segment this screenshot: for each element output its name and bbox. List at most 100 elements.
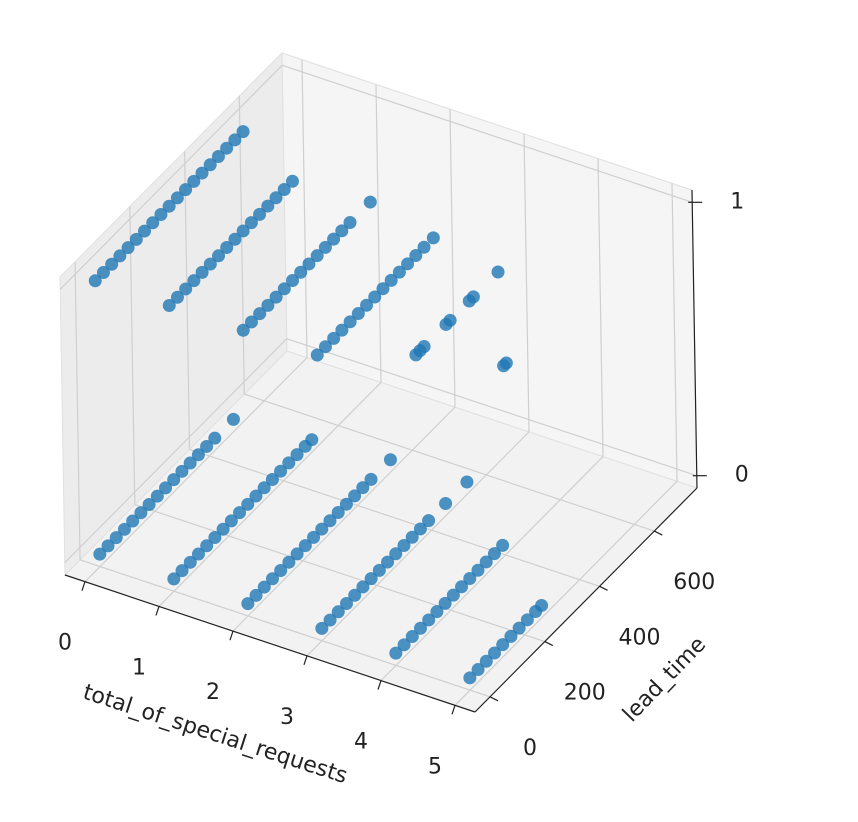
point	[208, 431, 222, 445]
point	[491, 265, 505, 279]
point	[413, 522, 427, 536]
point	[339, 497, 353, 511]
point	[129, 232, 143, 246]
point	[389, 646, 403, 660]
y-tick-label: 200	[564, 681, 606, 706]
point	[392, 265, 406, 279]
point	[117, 522, 131, 536]
point	[244, 216, 258, 230]
point	[274, 563, 288, 577]
grid-line	[84, 357, 308, 583]
grid	[59, 59, 697, 706]
point	[397, 539, 411, 553]
point	[356, 481, 370, 495]
point	[397, 638, 411, 652]
point	[348, 588, 362, 602]
point	[372, 563, 386, 577]
point	[93, 547, 107, 561]
point	[422, 613, 436, 627]
grid-line	[282, 64, 693, 203]
point	[413, 621, 427, 635]
point	[417, 240, 431, 254]
point	[200, 539, 214, 553]
point	[220, 141, 234, 155]
point	[315, 621, 329, 635]
grid-line	[671, 183, 678, 482]
point	[167, 572, 181, 586]
axis-line	[474, 487, 698, 713]
point	[307, 530, 321, 544]
point	[126, 514, 140, 528]
grid-line	[232, 406, 456, 632]
y-tick	[489, 696, 499, 702]
point	[335, 323, 349, 337]
x-tick	[303, 655, 308, 666]
point	[277, 282, 291, 296]
point	[286, 274, 300, 288]
point	[236, 125, 250, 139]
point	[376, 282, 390, 296]
point	[446, 588, 460, 602]
point	[302, 257, 316, 271]
point	[175, 464, 189, 478]
grid-line	[449, 109, 456, 408]
point	[499, 356, 513, 370]
point	[327, 232, 341, 246]
point	[305, 433, 319, 447]
grid-line	[244, 393, 655, 532]
grid-line	[286, 338, 697, 477]
point	[463, 572, 477, 586]
point	[226, 412, 240, 426]
point	[261, 298, 275, 312]
point	[384, 273, 398, 287]
point	[290, 547, 304, 561]
point	[183, 555, 197, 569]
point	[318, 340, 332, 354]
point	[101, 539, 115, 553]
point	[96, 266, 110, 280]
axis-line	[64, 574, 476, 713]
point	[282, 555, 296, 569]
point	[335, 224, 349, 238]
point	[364, 472, 378, 486]
point	[331, 605, 345, 619]
point	[121, 241, 135, 255]
point	[183, 456, 197, 470]
point	[277, 183, 291, 197]
grid-line	[74, 261, 81, 560]
point	[228, 232, 242, 246]
point	[203, 257, 217, 271]
point	[154, 208, 168, 221]
grid-line	[597, 158, 604, 457]
point	[488, 646, 502, 660]
point	[405, 530, 419, 544]
point	[417, 340, 431, 354]
point	[249, 489, 263, 503]
x-tick-label: 4	[354, 730, 368, 755]
point	[162, 299, 176, 313]
point	[479, 654, 493, 668]
point	[455, 580, 469, 594]
point	[175, 564, 189, 578]
point	[318, 240, 332, 254]
grid-line	[306, 431, 530, 657]
point	[512, 621, 526, 635]
grid-line	[375, 84, 382, 383]
x-tick	[229, 630, 234, 641]
point	[241, 497, 255, 511]
point	[211, 149, 225, 163]
point	[228, 133, 242, 147]
point	[187, 174, 201, 188]
point	[269, 290, 283, 304]
point	[351, 307, 365, 321]
point	[134, 506, 148, 520]
point	[282, 456, 296, 470]
point	[220, 241, 234, 255]
point	[368, 290, 382, 304]
point	[409, 249, 423, 263]
point	[363, 195, 377, 209]
point	[294, 265, 308, 279]
point	[323, 514, 337, 528]
point	[233, 506, 247, 520]
